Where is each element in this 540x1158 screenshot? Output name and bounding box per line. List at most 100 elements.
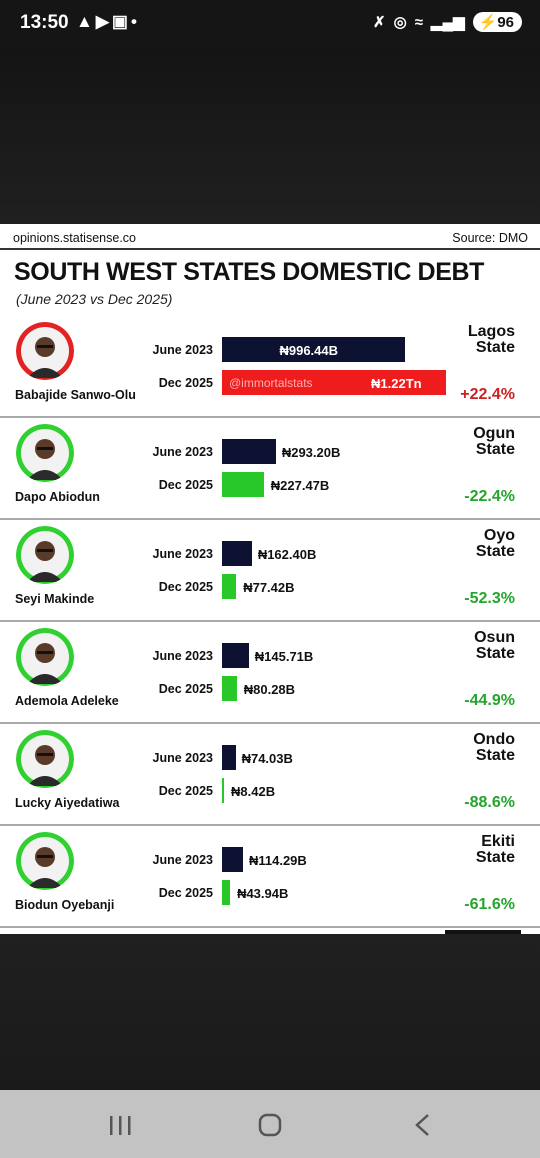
site-url: opinions.statisense.co [13,231,136,245]
state-word: State [475,339,515,356]
state-name: Lagos State [425,324,515,356]
governor-portrait [16,424,74,482]
signal-icon: ▂▄▆ [430,14,465,31]
governor-name: Ademola Adeleke [15,694,119,708]
youtube-icon: ▶ [95,12,112,31]
avatar [16,628,74,686]
dec-2025-bar [222,778,224,803]
percent-change: -44.9% [464,692,515,709]
june-2023-value: ₦996.44B [279,343,339,358]
debt-row: Ademola Adeleke June 2023 Dec 2025 ₦145.71B… [0,622,540,724]
avatar [16,730,74,788]
home-button[interactable] [250,1110,290,1140]
back-button[interactable] [402,1110,442,1140]
dec-2025-bar [222,676,237,701]
recent-apps-icon [110,1116,131,1135]
june-2023-value: ₦74.03B [241,751,293,766]
dec-2025-bar [222,574,237,599]
june-2023-label: June 2023 [152,547,213,561]
avatar [16,526,74,584]
dec-2025-value: ₦8.42B [231,784,276,799]
governor-name: Dapo Abiodun [15,490,100,504]
june-2023-bar [222,541,252,566]
state-name: Ogun State [425,426,515,458]
status-bar: 13:50 ▲▶▣• ✗ ◎ ≈ ▂▄▆ ⚡96 [0,0,540,48]
dec-2025-label: Dec 2025 [158,886,213,900]
governor-portrait [16,730,74,788]
state-word: State [475,441,515,458]
hotspot-icon: ◎ [393,14,407,31]
dec-2025-value: ₦1.22Tn [371,376,422,391]
june-2023-label: June 2023 [152,445,213,459]
debt-row: Biodun Oyebanji June 2023 Dec 2025 ₦114.29B… [0,826,540,928]
warning-icon: ▲ [76,12,96,31]
june-2023-value: ₦114.29B [248,853,307,868]
infographic-card[interactable]: opinions.statisense.co Source: DMO SOUTH… [0,224,540,934]
june-2023-value: ₦162.40B [257,547,317,562]
home-icon [258,1113,282,1137]
state-label: Osun [474,629,515,646]
dec-2025-value: ₦80.28B [243,682,296,697]
source-label: Source: DMO [452,231,528,245]
june-2023-label: June 2023 [152,649,213,663]
governor-portrait [16,832,74,890]
dec-2025-bar [222,880,231,905]
watermark: @immortalstats [229,376,313,390]
june-2023-bar [222,643,249,668]
mute-icon: ✗ [373,14,386,31]
dec-2025-label: Dec 2025 [158,682,213,696]
june-2023-label: June 2023 [152,853,213,867]
june-2023-bar [222,745,236,770]
state-label: Ogun [473,425,515,442]
card-header: opinions.statisense.co Source: DMO [0,224,540,250]
image-viewer-background-top [0,48,540,224]
governor-name: Seyi Makinde [15,592,95,606]
june-2023-value: ₦145.71B [254,649,314,664]
percent-change: -52.3% [464,590,515,607]
dec-2025-label: Dec 2025 [158,580,213,594]
governor-portrait [16,322,74,380]
state-name: Ekiti State [425,834,515,866]
june-2023-bar [222,337,405,362]
avatar [16,832,74,890]
state-word: State [475,645,515,662]
dec-2025-label: Dec 2025 [158,376,213,390]
state-label: Oyo [483,527,515,544]
percent-change: -88.6% [464,794,515,811]
card-tab [445,930,521,934]
percent-change: -22.4% [464,488,515,505]
state-label: Ondo [473,731,515,748]
debt-row: Seyi Makinde June 2023 Dec 2025 ₦162.40B ₦77… [0,520,540,622]
status-time: 13:50 [20,12,69,33]
dec-2025-value: ₦43.94B [237,886,289,901]
dec-2025-bar [222,370,446,395]
june-2023-value: ₦293.20B [281,445,341,460]
june-2023-bar [222,847,243,872]
battery-level: 96 [497,14,514,31]
governor-name: Biodun Oyebanji [15,898,115,912]
chart-subtitle: (June 2023 vs Dec 2025) [16,291,173,307]
debt-row: Babajide Sanwo-Olu June 2023 Dec 2025 ₦996.… [0,316,540,418]
state-name: Oyo State [425,528,515,560]
screenshot-icon: ▣ [111,12,131,31]
state-word: State [475,543,515,560]
battery-badge: ⚡96 [472,12,522,32]
state-word: State [475,747,515,764]
state-name: Osun State [425,630,515,662]
avatar [16,322,74,380]
avatar [16,424,74,482]
dec-2025-value: ₦227.47B [270,478,330,493]
june-2023-bar [222,439,276,464]
wifi-icon: ≈ [414,13,423,31]
governor-name: Babajide Sanwo-Olu [15,388,136,402]
state-label: Lagos [467,323,515,340]
dec-2025-label: Dec 2025 [158,478,213,492]
recent-apps-button[interactable] [100,1110,140,1140]
percent-change: +22.4% [460,386,515,403]
image-viewer-background-bottom [0,934,540,1090]
debt-row: Lucky Aiyedatiwa June 2023 Dec 2025 ₦74.03B… [0,724,540,826]
state-word: State [475,849,515,866]
chart-title: SOUTH WEST STATES DOMESTIC DEBT [14,258,485,286]
percent-change: -61.6% [464,896,515,913]
governor-portrait [16,526,74,584]
